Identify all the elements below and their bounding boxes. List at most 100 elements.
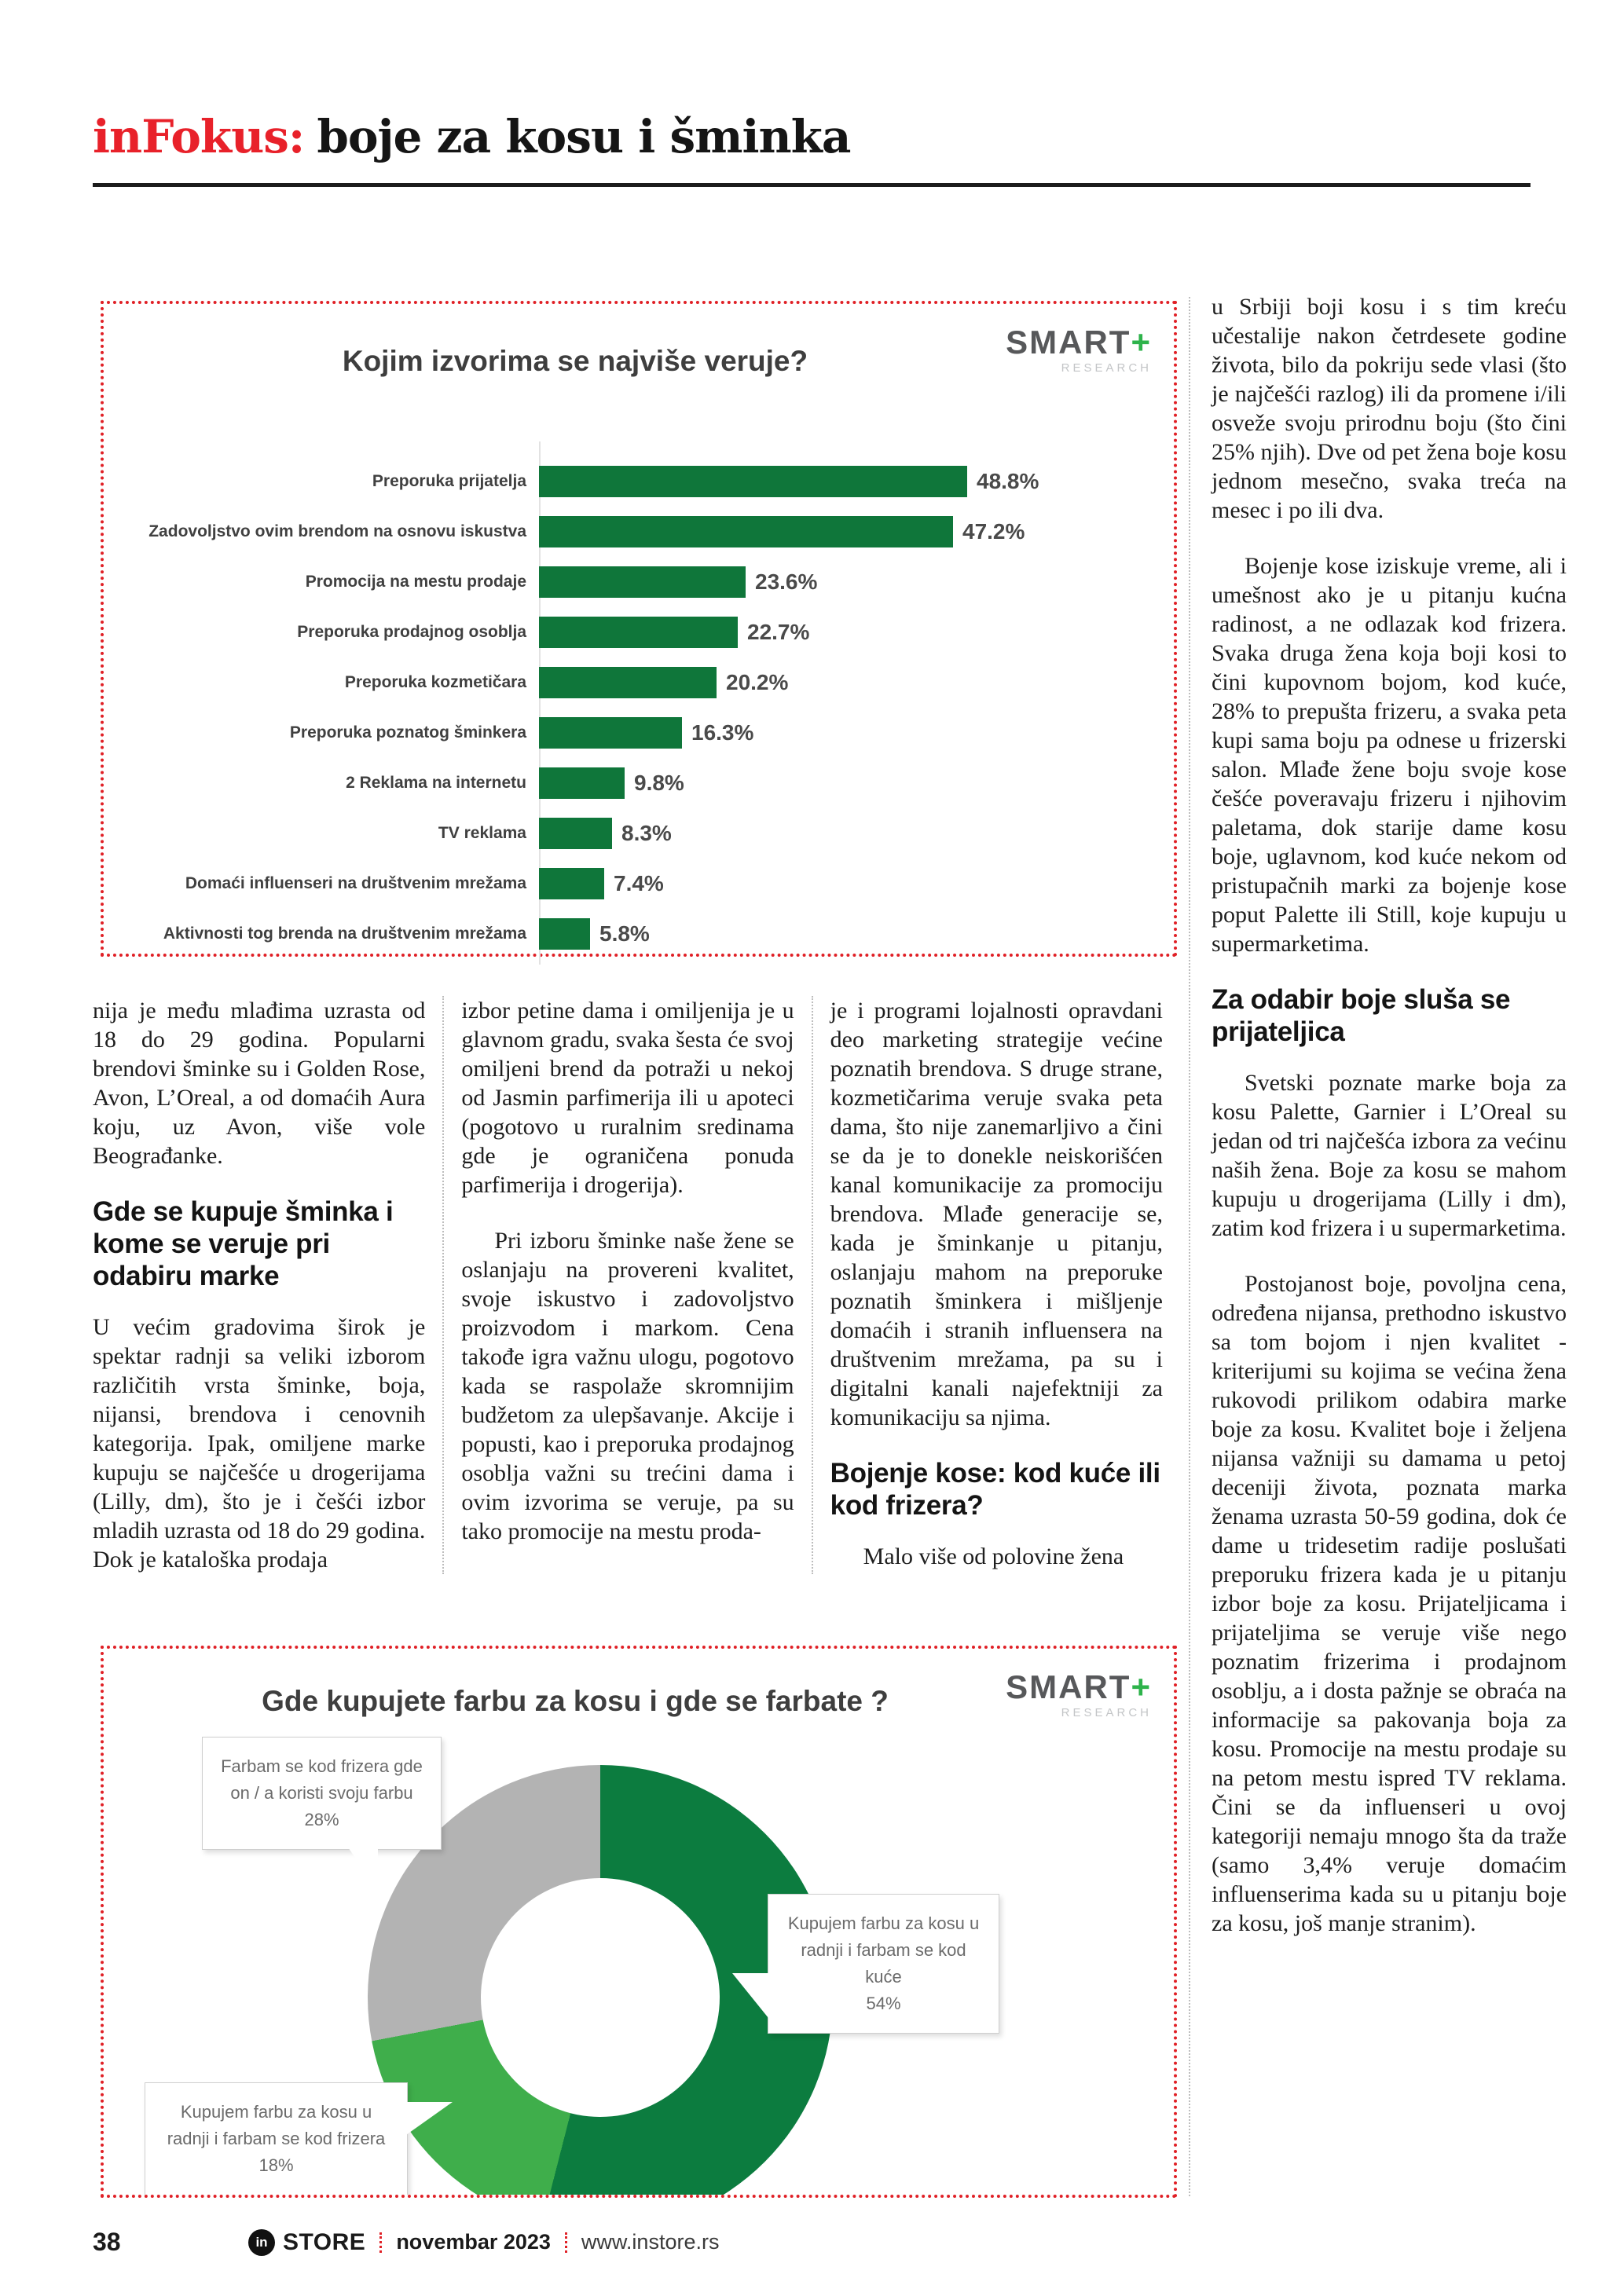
bar-chart-title: Kojim izvorima se najviše veruje? xyxy=(342,345,808,377)
section-brand: inFokus: xyxy=(93,110,305,163)
smart-logo-word: SMART xyxy=(1006,1668,1131,1705)
bar-category-label: Preporuka prodajnog osoblja xyxy=(297,622,526,641)
page-header: inFokus: boje za kosu i šminka xyxy=(93,110,851,163)
bar-row: Preporuka kozmetičara 20.2% xyxy=(132,666,1150,699)
smart-logo-text: SMART+ xyxy=(1006,326,1152,359)
bar-value-label: 20.2% xyxy=(726,670,789,694)
paragraph: u Srbiji boji kosu i s tim kreću učestal… xyxy=(1212,294,1567,523)
bar-value-label: 8.3% xyxy=(621,821,672,845)
bar-track: 9.8% xyxy=(539,767,1150,799)
bar-category-label: Domaći influenseri na društvenim mrežama xyxy=(185,873,526,892)
bar-track: 16.3% xyxy=(539,717,1150,749)
bar-value-label: 23.6% xyxy=(755,569,818,594)
page-footer: 38 in STORE novembar 2023 www.instore.rs xyxy=(93,2228,719,2257)
smart-research-logo: SMART+ RESEARCH xyxy=(1006,1671,1152,1719)
bar-category-label: Preporuka poznatog šminkera xyxy=(289,723,526,742)
paragraph: je i programi lojalnosti opravdani deo m… xyxy=(830,998,1163,1430)
paragraph: Malo više od polovine žena xyxy=(863,1543,1124,1569)
bar-category-label: Preporuka prijatelja xyxy=(372,471,526,490)
plus-icon: + xyxy=(1131,1668,1152,1705)
smart-logo-sub: RESEARCH xyxy=(1061,1706,1152,1719)
bar-value-label: 5.8% xyxy=(599,921,650,946)
donut-chart-title: Gde kupujete farbu za kosu i gde se farb… xyxy=(262,1685,889,1717)
bar-track: 22.7% xyxy=(539,617,1150,648)
bar-row: Zadovoljstvo ovim brendom na osnovu isku… xyxy=(132,515,1150,548)
bar-row: Domaći influenseri na društvenim mrežama… xyxy=(132,867,1150,900)
footer-separator xyxy=(564,2232,567,2253)
bar xyxy=(539,767,625,799)
paragraph: Bojenje kose iziskuje vreme, ali i umešn… xyxy=(1212,553,1567,957)
callout-label: Farbam se kod frizera gde on / a koristi… xyxy=(221,1756,423,1803)
section-title: boje za kosu i šminka xyxy=(317,110,851,163)
bar-track: 5.8% xyxy=(539,918,1150,950)
bar-track: 7.4% xyxy=(539,868,1150,899)
bar-row: TV reklama 8.3% xyxy=(132,817,1150,850)
subheading: Bojenje kose: kod kuće ili kod frizera? xyxy=(830,1458,1160,1521)
bar-row: Preporuka prodajnog osoblja 22.7% xyxy=(132,616,1150,649)
bar-track: 23.6% xyxy=(539,566,1150,598)
issue-date: novembar 2023 xyxy=(396,2230,551,2254)
bar-track: 8.3% xyxy=(539,818,1150,849)
paragraph: Postojanost boje, povoljna cena, određen… xyxy=(1212,1271,1567,1936)
callout-value: 18% xyxy=(258,2155,294,2176)
callout-pointer xyxy=(732,1973,772,2023)
header-rule xyxy=(93,183,1531,187)
callout-pointer xyxy=(348,1847,378,1891)
donut-chart-panel: Gde kupujete farbu za kosu i gde se farb… xyxy=(101,1646,1177,2198)
article-column-2: izbor petine dama i omiljenija je u glav… xyxy=(442,996,811,1574)
bar-row: Preporuka prijatelja 48.8% xyxy=(132,465,1150,498)
bar xyxy=(539,918,590,950)
footer-separator xyxy=(379,2232,383,2253)
magazine-brand: STORE xyxy=(283,2228,366,2255)
bar-category-label: Aktivnosti tog brenda na društvenim mrež… xyxy=(163,924,526,943)
page-number: 38 xyxy=(93,2228,121,2256)
bar xyxy=(539,617,738,648)
paragraph: izbor petine dama i omiljenija je u glav… xyxy=(461,998,794,1198)
bar-chart-rows: Preporuka prijatelja 48.8% Zadovoljstvo ov… xyxy=(132,441,1150,968)
paragraph: Pri izboru šminke naše žene se oslanjaju… xyxy=(461,1228,794,1544)
bar-row: 2 Reklama na internetu 9.8% xyxy=(132,767,1150,800)
bar-track: 48.8% xyxy=(539,466,1150,497)
bar-value-label: 16.3% xyxy=(691,720,754,745)
bar-row: Promocija na mestu prodaje 23.6% xyxy=(132,566,1150,599)
donut-callout-kod-frizera: Kupujem farbu za kosu u radnji i farbam … xyxy=(145,2082,453,2195)
instore-logo-icon: in xyxy=(248,2228,275,2256)
bar-category-label: Zadovoljstvo ovim brendom na osnovu isku… xyxy=(148,522,526,540)
column-separator xyxy=(1189,297,1190,2196)
bar xyxy=(539,717,682,749)
callout-value: 54% xyxy=(866,1994,901,2014)
article-column-right: u Srbiji boji kosu i s tim kreću učestal… xyxy=(1212,292,1567,1938)
subheading: Gde se kupuje šminka i kome se veruje pr… xyxy=(93,1196,394,1291)
smart-logo-word: SMART xyxy=(1006,324,1131,361)
bar xyxy=(539,566,746,598)
bar-value-label: 22.7% xyxy=(747,620,810,644)
paragraph: nija je među mlađima uzrasta od 18 do 29… xyxy=(93,998,426,1169)
subheading: Za odabir boje sluša se prijateljica xyxy=(1212,984,1511,1047)
bar xyxy=(539,466,967,497)
article-columns: nija je među mlađima uzrasta od 18 do 29… xyxy=(93,996,1180,1574)
bar-category-label: 2 Reklama na internetu xyxy=(346,773,526,792)
smart-logo-sub: RESEARCH xyxy=(1061,361,1152,375)
bar xyxy=(539,667,717,698)
bar-category-label: Preporuka kozmetičara xyxy=(344,672,526,691)
callout-label: Kupujem farbu za kosu u radnji i farbam … xyxy=(167,2102,386,2149)
smart-research-logo: SMART+ RESEARCH xyxy=(1006,326,1152,375)
bar-value-label: 9.8% xyxy=(634,771,684,795)
bar-value-label: 47.2% xyxy=(962,519,1025,544)
bar-row: Preporuka poznatog šminkera 16.3% xyxy=(132,716,1150,749)
article-column-1: nija je među mlađima uzrasta od 18 do 29… xyxy=(93,996,442,1574)
bar-value-label: 7.4% xyxy=(614,871,664,895)
bar-value-label: 48.8% xyxy=(977,469,1039,493)
bar-track: 47.2% xyxy=(539,516,1150,547)
bar-chart-panel: Kojim izvorima se najviše veruje? SMART+… xyxy=(101,301,1177,965)
smart-logo-text: SMART+ xyxy=(1006,1671,1152,1704)
bar xyxy=(539,516,953,547)
donut-callout-kod-kuce: Kupujem farbu za kosu u radnji i farbam … xyxy=(732,1894,999,2034)
bar-row: Aktivnosti tog brenda na društvenim mrež… xyxy=(132,917,1150,950)
callout-pointer xyxy=(404,2102,453,2137)
bar xyxy=(539,818,612,849)
paragraph: U većim gradovima širok je spektar radnj… xyxy=(93,1314,426,1573)
callout-value: 28% xyxy=(304,1810,339,1830)
bar-category-label: Promocija na mestu prodaje xyxy=(305,572,526,591)
